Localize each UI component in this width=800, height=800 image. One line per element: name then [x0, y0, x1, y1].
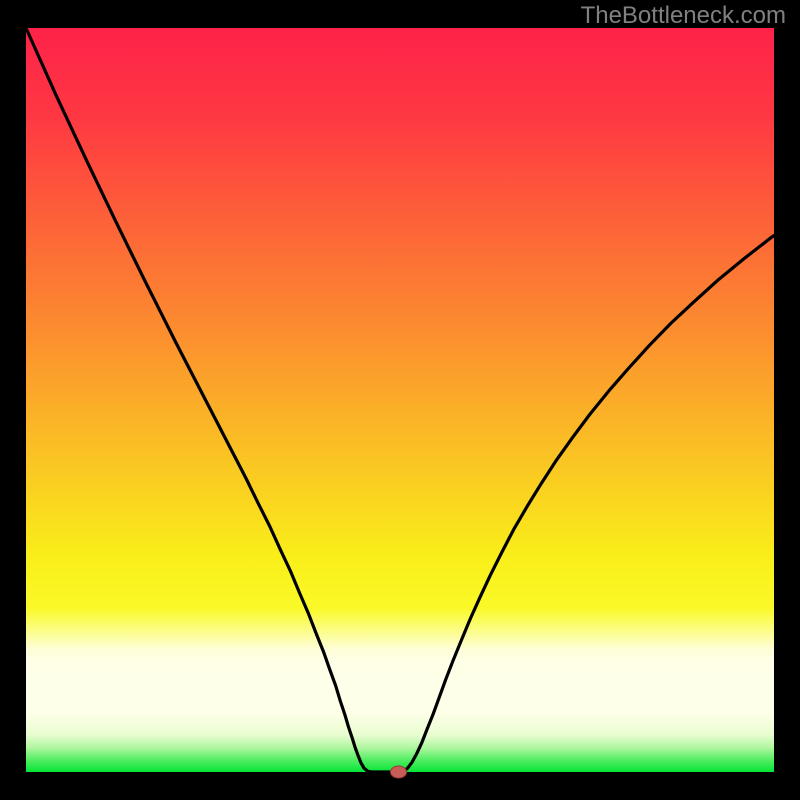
chart-container: TheBottleneck.com [0, 0, 800, 800]
current-point-marker [391, 766, 407, 778]
gradient-plot-area [26, 28, 774, 772]
bottleneck-chart [0, 0, 800, 800]
